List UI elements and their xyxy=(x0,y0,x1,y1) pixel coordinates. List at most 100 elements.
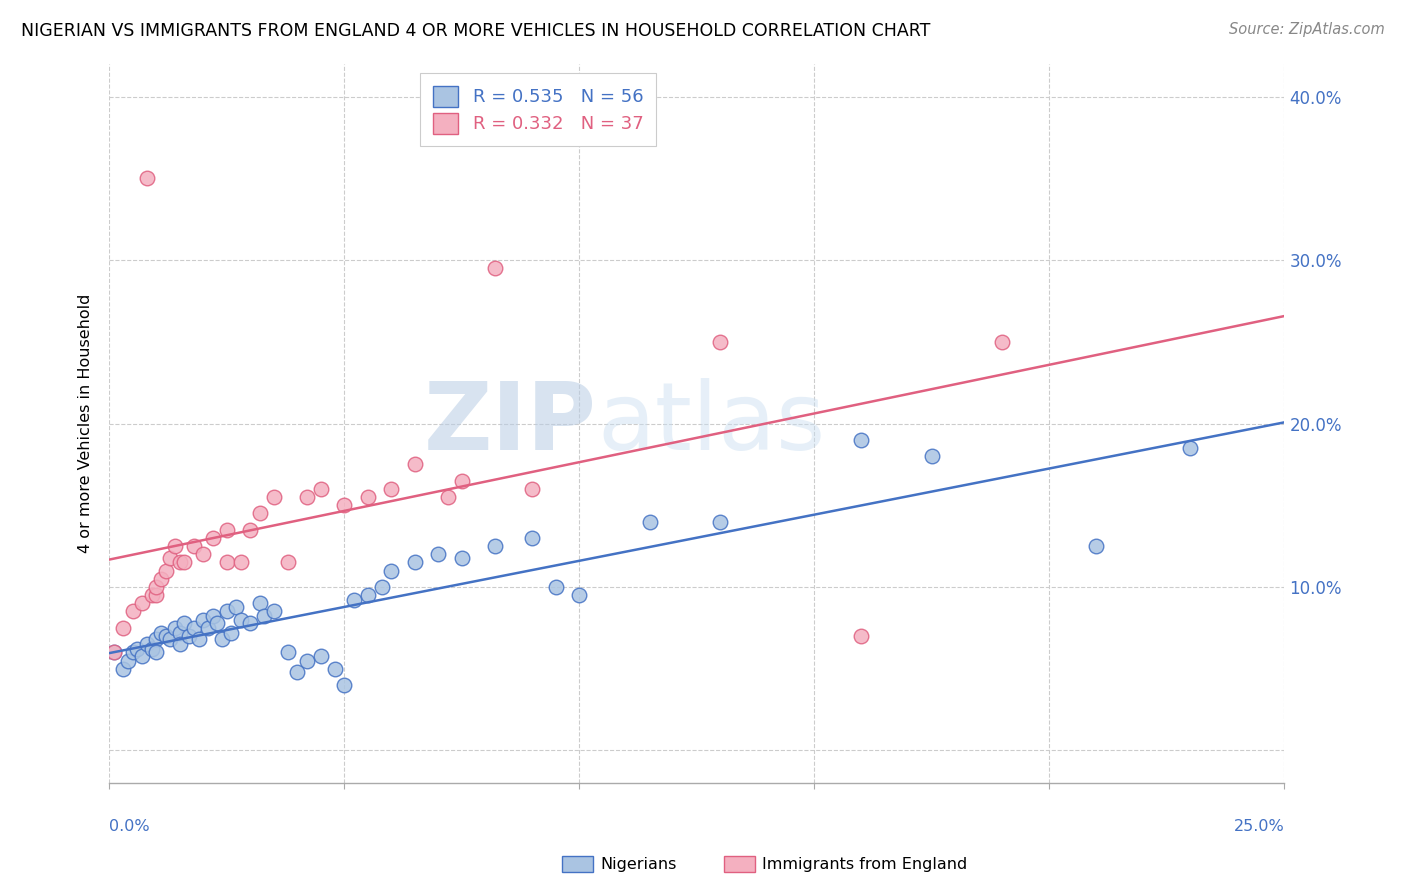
Point xyxy=(117,653,139,667)
Point xyxy=(201,531,224,545)
Point xyxy=(285,665,308,679)
Point xyxy=(193,547,215,561)
Point xyxy=(112,621,135,635)
Point xyxy=(103,645,125,659)
Point xyxy=(145,645,167,659)
Point xyxy=(159,550,181,565)
Point xyxy=(155,564,177,578)
Point xyxy=(371,580,394,594)
Point xyxy=(638,515,661,529)
Point xyxy=(343,593,366,607)
Point xyxy=(436,490,458,504)
Point xyxy=(295,653,318,667)
Point xyxy=(522,482,544,496)
Point xyxy=(159,632,181,647)
Point xyxy=(169,556,191,570)
Point xyxy=(709,515,731,529)
Point xyxy=(215,556,238,570)
Y-axis label: 4 or more Vehicles in Household: 4 or more Vehicles in Household xyxy=(79,293,93,553)
Text: Nigerians: Nigerians xyxy=(600,857,676,871)
Point xyxy=(179,629,201,643)
Point xyxy=(921,449,943,463)
Point xyxy=(135,171,157,186)
Point xyxy=(207,615,229,630)
Point xyxy=(131,648,153,663)
Point xyxy=(141,588,163,602)
Point xyxy=(991,334,1014,349)
Point xyxy=(121,605,143,619)
Point xyxy=(165,621,187,635)
Point xyxy=(239,523,262,537)
Point xyxy=(103,645,125,659)
Point xyxy=(484,539,506,553)
Point xyxy=(277,645,299,659)
Text: Immigrants from England: Immigrants from England xyxy=(762,857,967,871)
Point xyxy=(544,580,567,594)
Point xyxy=(851,629,873,643)
Point xyxy=(145,580,167,594)
Point xyxy=(333,678,356,692)
Text: Source: ZipAtlas.com: Source: ZipAtlas.com xyxy=(1229,22,1385,37)
Point xyxy=(173,556,195,570)
Point xyxy=(225,599,247,614)
Point xyxy=(309,482,332,496)
Point xyxy=(149,625,172,640)
Point xyxy=(112,662,135,676)
Point xyxy=(568,588,591,602)
Point xyxy=(229,613,252,627)
Text: 25.0%: 25.0% xyxy=(1233,819,1285,834)
Point xyxy=(145,632,167,647)
Text: 0.0%: 0.0% xyxy=(110,819,150,834)
Point xyxy=(183,621,205,635)
Point xyxy=(169,637,191,651)
Point xyxy=(263,490,285,504)
Point xyxy=(187,632,209,647)
Point xyxy=(127,642,149,657)
Point xyxy=(215,523,238,537)
Point xyxy=(380,482,402,496)
Point xyxy=(484,261,506,276)
Point xyxy=(131,596,153,610)
Point xyxy=(851,433,873,447)
Point xyxy=(239,615,262,630)
Point xyxy=(263,605,285,619)
Text: ZIP: ZIP xyxy=(425,377,598,469)
Point xyxy=(333,498,356,512)
Point xyxy=(121,645,143,659)
Point xyxy=(357,490,380,504)
Point xyxy=(183,539,205,553)
Point xyxy=(135,637,157,651)
Text: atlas: atlas xyxy=(598,377,825,469)
Legend: R = 0.535   N = 56, R = 0.332   N = 37: R = 0.535 N = 56, R = 0.332 N = 37 xyxy=(420,73,657,146)
Point xyxy=(145,588,167,602)
Point xyxy=(211,632,233,647)
Point xyxy=(380,564,402,578)
Point xyxy=(1085,539,1108,553)
Point xyxy=(277,556,299,570)
Point xyxy=(295,490,318,504)
Point xyxy=(309,648,332,663)
Point xyxy=(427,547,450,561)
Point xyxy=(357,588,380,602)
Point xyxy=(221,625,243,640)
Point xyxy=(249,507,271,521)
Point xyxy=(229,556,252,570)
Point xyxy=(149,572,172,586)
Point xyxy=(165,539,187,553)
Point xyxy=(404,458,426,472)
Point xyxy=(173,615,195,630)
Point xyxy=(1180,441,1202,455)
Point xyxy=(450,474,472,488)
Point xyxy=(522,531,544,545)
Point xyxy=(709,334,731,349)
Point xyxy=(141,642,163,657)
Point xyxy=(169,625,191,640)
Point xyxy=(197,621,219,635)
Point xyxy=(249,596,271,610)
Point xyxy=(253,609,276,624)
Text: NIGERIAN VS IMMIGRANTS FROM ENGLAND 4 OR MORE VEHICLES IN HOUSEHOLD CORRELATION : NIGERIAN VS IMMIGRANTS FROM ENGLAND 4 OR… xyxy=(21,22,931,40)
Point xyxy=(323,662,346,676)
Point xyxy=(155,629,177,643)
Point xyxy=(193,613,215,627)
Point xyxy=(404,556,426,570)
